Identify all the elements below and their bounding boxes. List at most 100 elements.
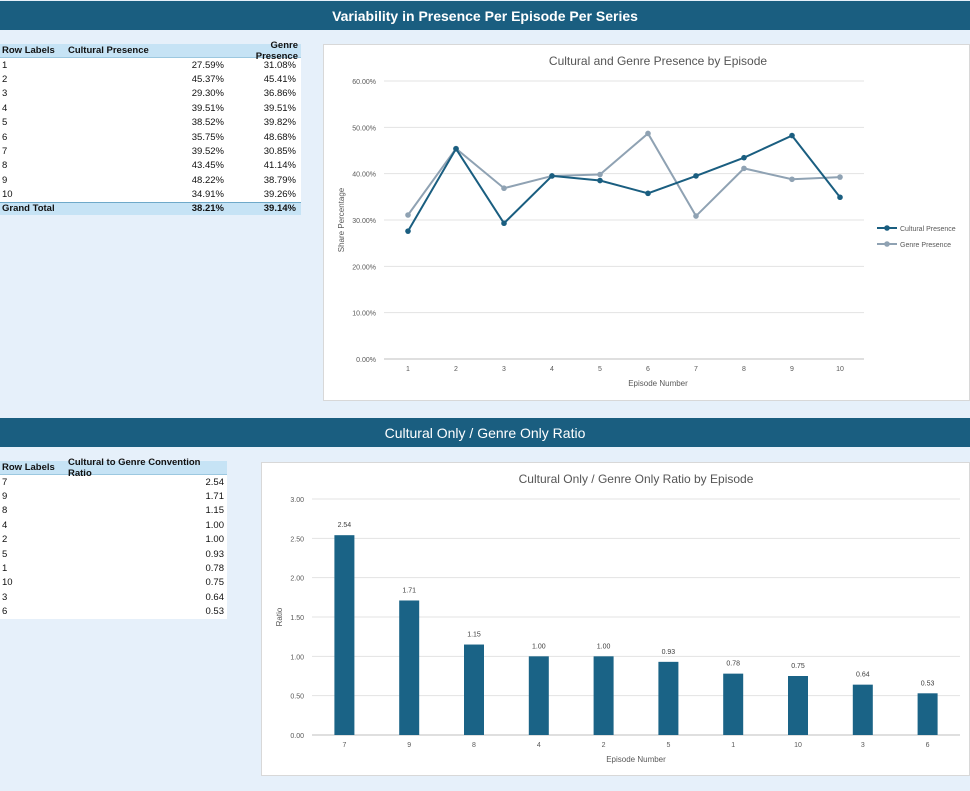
row-label: 4 <box>2 519 8 531</box>
y-tick-label: 2.50 <box>290 536 304 543</box>
bar-episode-7 <box>334 535 355 735</box>
grand-total-label: Grand Total <box>2 203 55 215</box>
row-label: 8 <box>2 160 8 172</box>
chart-title: Cultural Only / Genre Only Ratio by Epis… <box>519 472 754 486</box>
y-tick-label: 2.00 <box>290 576 304 583</box>
y-axis-label: Share Percentage <box>337 187 346 252</box>
row-label: 3 <box>2 591 8 603</box>
table-header: Row Labels Cultural to Genre Convention … <box>0 457 227 479</box>
bar-episode-10 <box>788 676 808 735</box>
table-row: 1 0.78 <box>0 561 227 575</box>
top-banner: Variability in Presence Per Episode Per … <box>0 1 970 30</box>
ratio-value: 0.93 <box>205 548 225 560</box>
row-label: 1 <box>2 563 8 575</box>
bar-episode-4 <box>528 656 549 735</box>
ratio-value: 0.78 <box>205 563 225 575</box>
bar-episode-3 <box>852 684 873 735</box>
ratio-value: 0.75 <box>205 577 225 589</box>
table-row: 6 0.53 <box>0 605 227 619</box>
y-tick-label: 0.00% <box>356 357 376 364</box>
cultural-value: 34.91% <box>191 189 224 201</box>
data-label: 1.00 <box>532 643 546 650</box>
x-tick-label: 8 <box>472 742 476 749</box>
genre-value: 30.85% <box>263 146 296 158</box>
data-label: 0.75 <box>791 663 805 670</box>
row-label: 9 <box>2 491 8 503</box>
legend-label: Genre Presence <box>900 242 951 249</box>
genre-value: 48.68% <box>263 131 296 143</box>
y-tick-label: 0.00 <box>290 733 304 740</box>
data-point <box>837 174 843 180</box>
row-label: 8 <box>2 505 8 517</box>
genre-value: 39.82% <box>263 117 296 129</box>
row-label: 5 <box>2 117 8 129</box>
data-label: 1.71 <box>402 587 416 594</box>
row-label: 4 <box>2 102 8 114</box>
row-label: 6 <box>2 606 8 618</box>
table-row: 2 1.00 <box>0 533 227 547</box>
y-tick-label: 10.00% <box>352 311 376 318</box>
x-tick-label: 3 <box>861 742 865 749</box>
x-tick-label: 5 <box>598 366 602 373</box>
grand-total-genre: 39.14% <box>263 203 296 215</box>
presence-pivot-table: Row Labels Cultural Presence Genre Prese… <box>0 40 301 215</box>
y-tick-label: 20.00% <box>352 264 376 271</box>
table-row: 1 27.59% 31.08% <box>0 58 301 72</box>
cultural-value: 35.75% <box>191 131 224 143</box>
row-label: 6 <box>2 131 8 143</box>
genre-value: 39.26% <box>263 189 296 201</box>
bar-episode-8 <box>464 644 484 735</box>
x-tick-label: 9 <box>407 742 411 749</box>
data-point <box>645 190 651 197</box>
data-point <box>693 173 699 179</box>
row-label: 7 <box>2 476 8 488</box>
x-tick-label: 7 <box>694 366 698 373</box>
y-tick-label: 50.00% <box>352 125 376 132</box>
data-point <box>597 177 603 184</box>
bottom-banner: Cultural Only / Genre Only Ratio <box>0 418 970 447</box>
ratio-value: 1.00 <box>205 519 225 531</box>
cultural-value: 48.22% <box>191 174 224 186</box>
row-label: 10 <box>2 189 13 201</box>
row-label: 2 <box>2 74 8 86</box>
row-label: 7 <box>2 146 8 158</box>
row-label: 5 <box>2 548 8 560</box>
data-point <box>405 228 411 234</box>
cultural-value: 27.59% <box>191 59 224 71</box>
cultural-value: 43.45% <box>191 160 224 172</box>
data-point <box>837 194 843 201</box>
table-row: 6 35.75% 48.68% <box>0 130 301 144</box>
data-label: 1.00 <box>597 643 611 650</box>
table-row: 4 1.00 <box>0 518 227 532</box>
x-axis-label: Episode Number <box>606 755 666 764</box>
legend-marker <box>884 241 890 247</box>
table-row: 5 0.93 <box>0 547 227 561</box>
x-tick-label: 8 <box>742 366 746 373</box>
table-row: 2 45.37% 45.41% <box>0 72 301 86</box>
x-tick-label: 4 <box>537 742 541 749</box>
bar-chart-panel: Cultural Only / Genre Only Ratio by Epis… <box>261 462 970 776</box>
x-tick-label: 10 <box>794 742 802 749</box>
series-line-cultural <box>407 134 841 232</box>
ratio-value: 1.00 <box>205 534 225 546</box>
x-tick-label: 1 <box>406 366 410 373</box>
bar-episode-1 <box>723 673 744 735</box>
grand-total-cultural: 38.21% <box>191 203 224 215</box>
line-chart-panel: Cultural and Genre Presence by Episode 0.… <box>323 44 970 401</box>
table-row: 3 0.64 <box>0 590 227 604</box>
chart-title: Cultural and Genre Presence by Episode <box>549 54 767 68</box>
genre-value: 41.14% <box>263 160 296 172</box>
table-row: 5 38.52% 39.82% <box>0 116 301 130</box>
data-point <box>789 132 795 139</box>
bar-episode-5 <box>658 661 679 735</box>
header-row-labels[interactable]: Row Labels <box>2 462 55 473</box>
cultural-value: 29.30% <box>191 88 224 100</box>
table-row: 10 34.91% 39.26% <box>0 188 301 202</box>
x-tick-label: 2 <box>602 742 606 749</box>
header-row-labels[interactable]: Row Labels <box>2 45 55 56</box>
y-tick-label: 1.50 <box>290 615 304 622</box>
data-point <box>789 176 795 183</box>
table-row: 7 2.54 <box>0 475 227 489</box>
cultural-value: 38.52% <box>191 117 224 129</box>
row-label: 3 <box>2 88 8 100</box>
